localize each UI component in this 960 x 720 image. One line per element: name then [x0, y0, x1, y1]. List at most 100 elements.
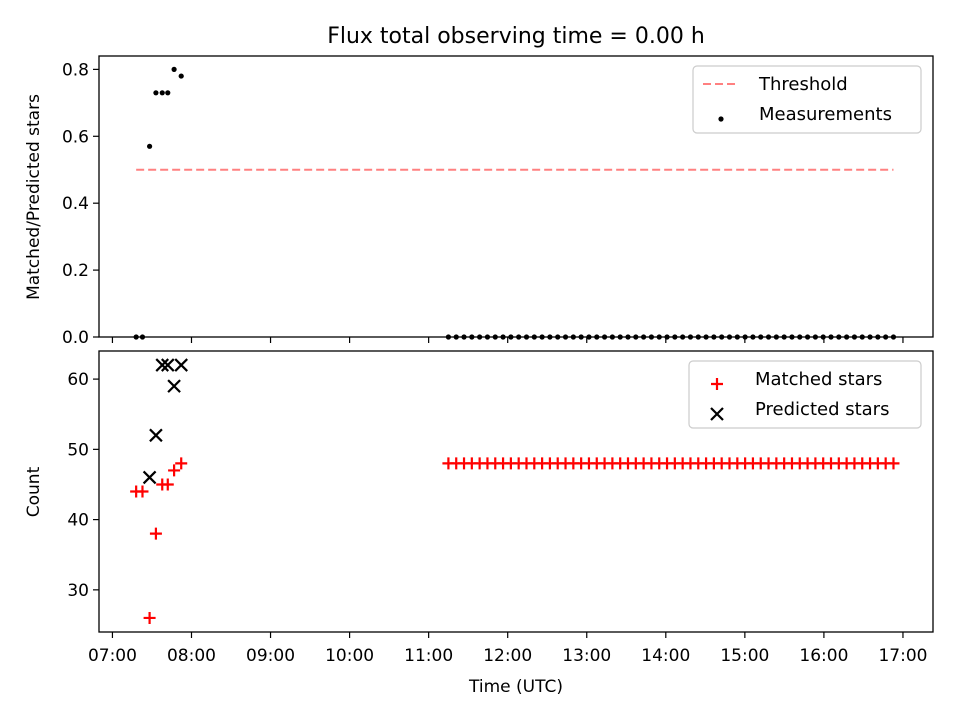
measurements-point [812, 334, 818, 340]
top-panel-frame [98, 55, 934, 338]
measurements-point [750, 334, 756, 340]
measurements-point [625, 334, 631, 340]
matched-stars-legend-label: Matched stars [755, 369, 882, 390]
measurements-point [484, 334, 491, 340]
measurements-point [159, 90, 165, 96]
matched-stars-point [143, 611, 156, 624]
measurements-point [453, 334, 459, 340]
predicted-stars-point [174, 358, 188, 372]
x-tick-label: 07:00 [88, 646, 137, 666]
measurements-point [492, 334, 498, 340]
x-tick-label: 15:00 [720, 646, 769, 666]
measurements-point [836, 334, 842, 340]
measurements-point [547, 334, 553, 340]
top-legend-box [692, 65, 922, 134]
predicted-stars-legend-swatch [710, 407, 724, 421]
measurements-point [641, 334, 647, 340]
measurements-point [734, 334, 740, 340]
measurements-point [578, 334, 584, 340]
predicted-stars-point [155, 358, 170, 372]
bottom-panel-y-axis-label: Count [24, 466, 44, 517]
measurements-point [804, 334, 811, 340]
measurements-point [461, 334, 467, 340]
bottom-y-tick-label: 30 [67, 581, 89, 601]
bottom-y-tick-label: 50 [67, 440, 89, 460]
measurements-point [508, 334, 514, 340]
threshold-legend-label: Threshold [758, 74, 848, 95]
measurements-point [890, 334, 897, 340]
measurements-point [500, 334, 506, 340]
measurements-point [139, 334, 146, 340]
predicted-stars-point [160, 358, 175, 372]
measurements-point [687, 334, 694, 340]
measurements-point [648, 334, 655, 340]
measurements-point [555, 334, 561, 340]
measurements-point [672, 334, 678, 340]
top-y-tick-label: 0.4 [62, 194, 89, 214]
measurements-point [781, 334, 787, 340]
matched-stars-point [149, 527, 162, 540]
measurements-point [820, 334, 826, 340]
measurements-point [601, 334, 608, 340]
matched-stars-point [161, 478, 174, 491]
measurements-point [609, 334, 615, 340]
top-y-tick-label: 0.2 [62, 261, 89, 281]
x-tick-label: 13:00 [562, 646, 611, 666]
top-y-tick-label: 0.6 [62, 127, 89, 147]
measurements-point [797, 334, 803, 340]
measurements-point [516, 334, 522, 340]
measurements-point [664, 334, 670, 340]
matched-stars-legend-swatch [711, 378, 723, 390]
measurements-point [695, 334, 701, 340]
top-panel: 0.0 0.2 0.4 0.6 0.8 Threshold Measurements [62, 55, 934, 348]
measurements-point [171, 66, 177, 72]
measurements-point [539, 334, 545, 340]
measurements-point [617, 334, 623, 340]
measurements-point [844, 334, 850, 340]
measurements-point [570, 334, 576, 340]
bottom-panel: 30 40 50 60 07:00 08:00 09:00 10:00 11:00 12:00 13… [67, 350, 934, 666]
measurements-point [789, 334, 795, 340]
measurements-point [562, 334, 569, 340]
measurements-point [178, 73, 184, 79]
measurements-point [586, 334, 592, 340]
measurements-point [146, 143, 153, 149]
bottom-y-tick-label: 60 [67, 370, 89, 390]
measurements-point [758, 334, 764, 340]
bottom-panel-frame [98, 350, 934, 633]
measurements-point [867, 334, 873, 340]
predicted-stars-legend-label: Predicted stars [755, 399, 889, 420]
x-tick-label: 11:00 [404, 646, 453, 666]
measurements-point [883, 334, 889, 340]
measurements-point [523, 334, 530, 340]
measurements-point [719, 334, 725, 340]
bottom-legend: Matched stars Predicted stars [688, 360, 922, 429]
x-tick-label: 08:00 [167, 646, 216, 666]
matched-stars-point [887, 457, 900, 470]
measurements-point [165, 90, 171, 96]
bottom-y-tick-label: 40 [67, 511, 89, 531]
measurements-point [711, 334, 717, 340]
measurements-point [153, 90, 159, 96]
measurements-point [531, 334, 537, 340]
measurements-point [594, 334, 600, 340]
x-tick-label: 16:00 [799, 646, 848, 666]
measurements-point [765, 334, 772, 340]
x-tick-label: 12:00 [483, 646, 532, 666]
measurements-point [445, 334, 452, 340]
x-tick-label: 14:00 [641, 646, 690, 666]
bottom-legend-box [688, 360, 922, 429]
matched-stars-point [168, 464, 181, 477]
measurements-legend-swatch [718, 116, 724, 122]
matched-stars-point [175, 457, 188, 470]
x-axis-label: Time (UTC) [468, 677, 563, 697]
measurements-point [133, 334, 139, 340]
measurements-legend-label: Measurements [759, 104, 892, 125]
measurements-point [875, 334, 881, 340]
top-panel-y-axis-label: Matched/Predicted stars [24, 94, 44, 300]
x-tick-label: 17:00 [878, 646, 927, 666]
measurements-point [703, 334, 709, 340]
measurements-point [773, 334, 779, 340]
top-y-tick-label: 0.0 [62, 328, 89, 348]
